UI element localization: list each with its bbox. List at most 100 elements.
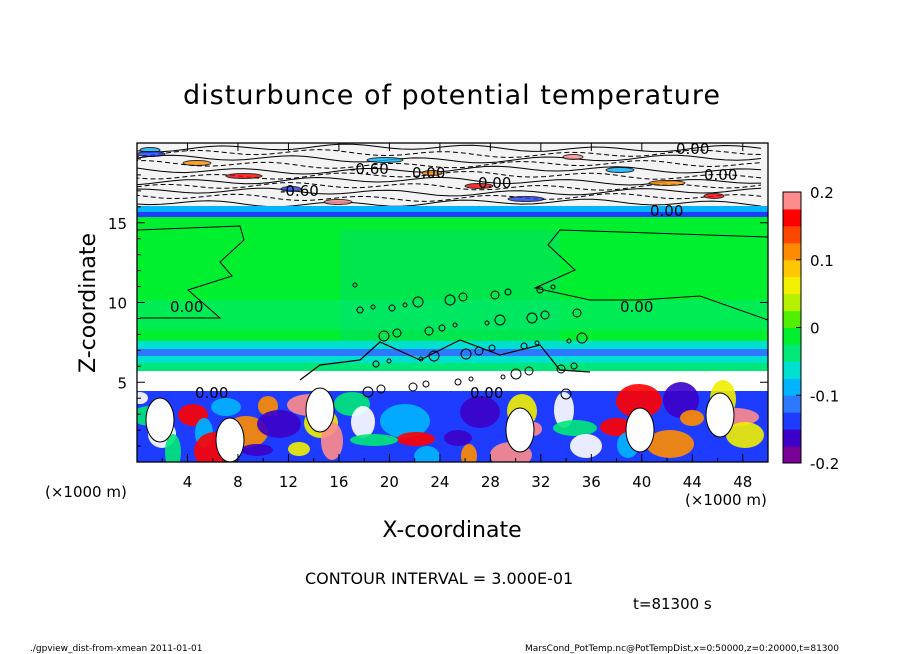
mid-contour — [484, 320, 490, 326]
convective-blob — [554, 392, 574, 428]
mid-contour — [488, 344, 496, 352]
mid-contour — [392, 328, 402, 338]
convective-blob — [288, 442, 310, 456]
mid-contour — [362, 386, 374, 398]
mid-contour — [352, 282, 358, 288]
z-axis-title: Z-coordinate — [76, 233, 101, 373]
x-tick-label: 48 — [733, 473, 752, 491]
upper-streak — [464, 183, 494, 189]
convective-blob — [646, 430, 694, 458]
colorbar-swatch — [783, 344, 801, 362]
convective-blob — [663, 382, 699, 418]
convective-blob — [350, 434, 398, 446]
mid-contour — [572, 308, 582, 318]
time-text: t=81300 s — [633, 595, 712, 613]
colorbar-swatch — [783, 259, 801, 278]
convective-blob — [680, 410, 704, 426]
upper-streak — [562, 154, 584, 160]
colorbar-ticks: 0.2 0.1 0 -0.1 -0.2 — [796, 184, 839, 473]
convective-blob — [414, 446, 440, 462]
mid-contour — [468, 376, 474, 382]
plume — [705, 392, 735, 438]
mid-contour — [560, 388, 572, 400]
upper-streak — [648, 180, 686, 186]
x-tick-label: 8 — [233, 473, 243, 491]
mid-contour — [540, 310, 550, 320]
mid-contour — [494, 314, 506, 326]
contour-label: 0.00 — [195, 384, 228, 402]
z-tick-label: 5 — [117, 374, 127, 392]
x-tick-label: 24 — [430, 473, 449, 491]
mid-contour — [418, 356, 424, 362]
convective-blob — [600, 418, 634, 436]
colorbar-swatch — [783, 446, 801, 464]
mid-contour — [454, 378, 462, 386]
mid-contour — [504, 288, 512, 296]
contour-label: 0.00 — [470, 384, 503, 402]
mid-contour — [526, 312, 538, 324]
mid-contour — [438, 324, 446, 332]
mid-contour — [520, 342, 528, 350]
plume — [305, 387, 335, 433]
upper-streak — [507, 196, 545, 202]
mid-contour — [460, 348, 472, 360]
mid-contour — [378, 330, 390, 342]
contour-interval-text: CONTOUR INTERVAL = 3.000E-01 — [305, 569, 573, 588]
mid-contour — [510, 368, 522, 380]
upper-contour — [137, 143, 762, 153]
mid-contour — [500, 374, 506, 380]
mid-contour — [372, 360, 380, 368]
mid-contour — [576, 332, 588, 344]
colorbar-swatch — [783, 293, 801, 312]
mid-contour — [490, 290, 500, 300]
mid-contour — [412, 296, 424, 308]
colorbar-swatch — [783, 208, 801, 227]
upper-streak — [421, 170, 443, 176]
mid-contour — [536, 286, 544, 294]
plume — [625, 407, 655, 453]
plume — [215, 417, 245, 462]
colorbar-tick-label: 0.1 — [810, 252, 834, 270]
contour-label: 0.00 — [650, 202, 683, 220]
upper-contour — [137, 154, 762, 164]
x-tick-label: 4 — [183, 473, 193, 491]
convective-blob — [726, 422, 764, 448]
mid-contour — [444, 294, 456, 306]
convective-blob — [461, 444, 477, 462]
mid-contour — [474, 346, 484, 356]
mid-contour — [458, 292, 468, 302]
mid-contour — [388, 304, 396, 312]
z-unit-label: (×1000 m) — [685, 491, 767, 509]
x-tick-label: 28 — [481, 473, 500, 491]
contour-label: 0.00 — [620, 298, 653, 316]
contour-label: 0.00 — [412, 164, 445, 182]
mid-contour — [370, 304, 376, 310]
mid-contour — [424, 326, 434, 336]
footer-left: ./gpview_dist-from-xmean 2011-01-01 — [30, 644, 202, 654]
footer-right: MarsCond_PotTemp.nc@PotTempDist,x=0:5000… — [525, 644, 839, 654]
contour-label: 0.00 — [478, 174, 511, 192]
colorbar-swatch — [783, 192, 801, 210]
mid-contour — [524, 366, 534, 376]
upper-streak — [182, 160, 212, 166]
mid-contour — [386, 358, 392, 364]
colorbar-swatch — [783, 276, 801, 295]
z-tick-label: 15 — [108, 215, 127, 233]
convective-blob — [460, 396, 500, 428]
x-tick-label: 36 — [582, 473, 601, 491]
contour-label: 0.00 — [170, 298, 203, 316]
contour-label: -0.60 — [280, 182, 319, 200]
colorbar-swatch — [783, 310, 801, 328]
convective-blob — [211, 398, 241, 416]
upper-contour — [137, 193, 762, 202]
upper-contour — [137, 160, 762, 169]
mid-contour — [376, 384, 386, 394]
colorbar — [782, 191, 802, 464]
mid-contour — [570, 362, 578, 370]
mid-contour — [356, 306, 364, 314]
convective-blob — [616, 384, 662, 418]
x-axis-title: X-coordinate — [382, 518, 521, 543]
upper-contour — [137, 149, 762, 159]
contour-label: 0.00 — [704, 166, 737, 184]
colorbar-swatch — [783, 327, 801, 345]
